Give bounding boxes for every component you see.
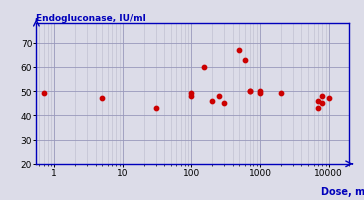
Point xyxy=(319,102,325,105)
Point xyxy=(278,92,284,96)
Point xyxy=(201,66,206,69)
Point xyxy=(315,107,321,110)
Point xyxy=(209,100,215,103)
Point xyxy=(153,107,158,110)
X-axis label: Dose, mSv: Dose, mSv xyxy=(321,186,364,196)
Point xyxy=(246,90,252,93)
Point xyxy=(237,49,242,52)
Point xyxy=(216,95,222,98)
Point xyxy=(257,90,263,93)
Point xyxy=(221,102,227,105)
Point xyxy=(257,92,263,96)
Point xyxy=(326,97,332,100)
Point xyxy=(242,59,248,62)
Point xyxy=(41,92,47,96)
Point xyxy=(99,97,105,100)
Point xyxy=(189,92,194,96)
Point xyxy=(246,90,252,93)
Point xyxy=(319,95,325,98)
Point xyxy=(315,100,321,103)
Text: Endogluconase, IU/ml: Endogluconase, IU/ml xyxy=(36,14,146,23)
Point xyxy=(189,95,194,98)
